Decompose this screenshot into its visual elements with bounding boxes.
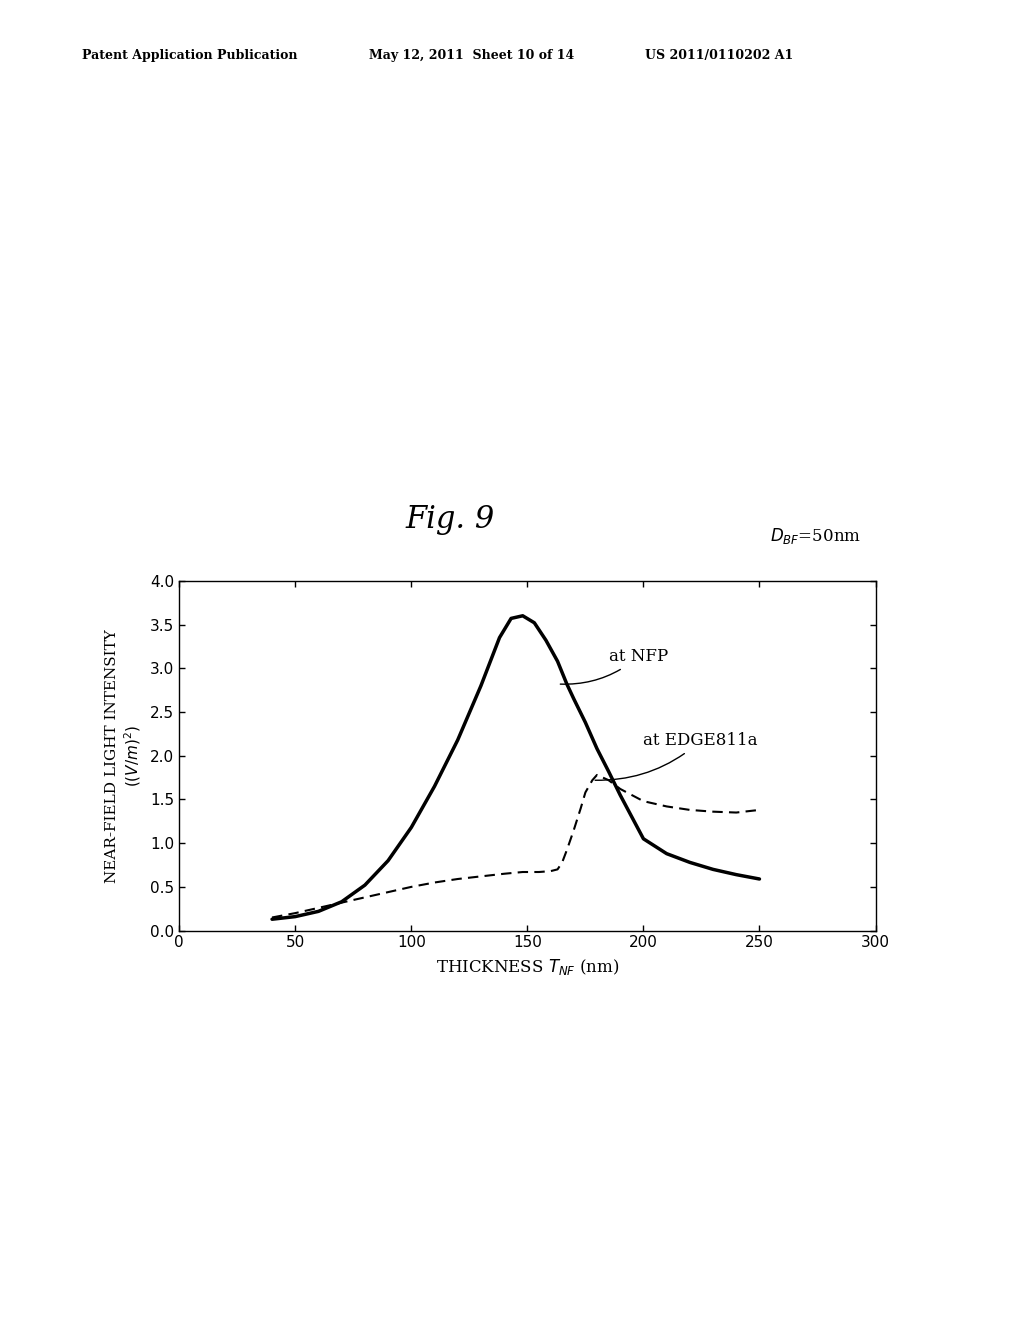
Y-axis label: NEAR-FIELD LIGHT INTENSITY
$((V/m)^2)$: NEAR-FIELD LIGHT INTENSITY $((V/m)^2)$ xyxy=(105,628,143,883)
Text: $D_{BF}$=50nm: $D_{BF}$=50nm xyxy=(770,525,861,546)
X-axis label: THICKNESS $T_{NF}$ (nm): THICKNESS $T_{NF}$ (nm) xyxy=(435,957,620,977)
Text: at NFP: at NFP xyxy=(560,648,668,684)
Text: Fig. 9: Fig. 9 xyxy=(406,504,496,535)
Text: US 2011/0110202 A1: US 2011/0110202 A1 xyxy=(645,49,794,62)
Text: Patent Application Publication: Patent Application Publication xyxy=(82,49,297,62)
Text: May 12, 2011  Sheet 10 of 14: May 12, 2011 Sheet 10 of 14 xyxy=(369,49,573,62)
Text: at EDGE811a: at EDGE811a xyxy=(595,733,758,780)
